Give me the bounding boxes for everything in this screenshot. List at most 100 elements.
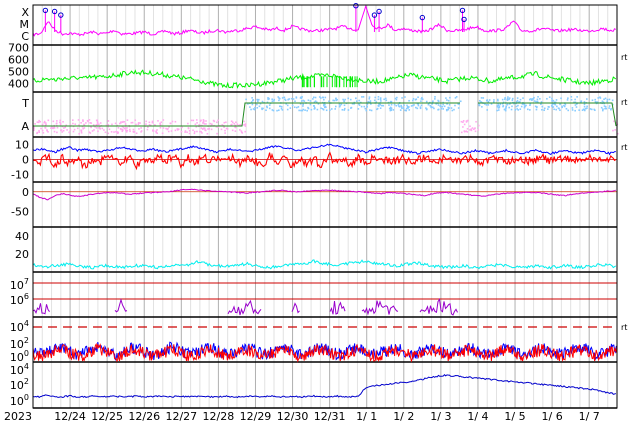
polarity-dot bbox=[522, 97, 524, 99]
y-tick-exponent: 0 bbox=[24, 349, 29, 358]
polarity-dot bbox=[122, 126, 125, 129]
polarity-dot bbox=[459, 100, 462, 103]
polarity-dot bbox=[394, 97, 397, 100]
polarity-dot bbox=[447, 99, 450, 102]
polarity-dot bbox=[408, 106, 410, 108]
y-tick-label: T bbox=[21, 97, 29, 110]
polarity-dot bbox=[300, 109, 302, 112]
polarity-dot bbox=[583, 103, 586, 106]
polarity-dot bbox=[413, 104, 415, 106]
polarity-dot bbox=[52, 127, 55, 130]
polarity-dot bbox=[168, 126, 170, 128]
polarity-dot bbox=[603, 105, 606, 107]
time-tick-label: 12/27 bbox=[165, 410, 197, 423]
polarity-dot bbox=[586, 98, 588, 100]
polarity-dot bbox=[412, 97, 415, 100]
polarity-dot bbox=[146, 128, 149, 131]
polarity-dot bbox=[552, 102, 555, 105]
dst-line bbox=[32, 188, 616, 201]
polarity-dot bbox=[299, 102, 302, 105]
polarity-dot bbox=[131, 121, 134, 124]
polarity-dot bbox=[96, 123, 99, 126]
polarity-dot bbox=[122, 120, 124, 123]
polarity-dot bbox=[490, 103, 493, 105]
polarity-dot bbox=[90, 122, 93, 124]
polarity-dot bbox=[119, 122, 122, 124]
polarity-dot bbox=[477, 124, 480, 127]
polarity-dot bbox=[240, 124, 242, 126]
y-tick-label: 104 bbox=[10, 362, 29, 377]
polarity-dot bbox=[412, 99, 414, 102]
time-tick-label: 12/31 bbox=[314, 410, 346, 423]
polarity-dot bbox=[243, 124, 245, 126]
polarity-dot bbox=[318, 96, 321, 98]
flare-marker bbox=[371, 12, 378, 18]
polarity-dot bbox=[377, 104, 380, 107]
polarity-dot bbox=[78, 132, 80, 135]
polarity-dot bbox=[279, 105, 282, 108]
polarity-dot bbox=[366, 105, 368, 108]
polarity-dot bbox=[188, 130, 191, 132]
flare-marker bbox=[42, 7, 49, 14]
polarity-dot bbox=[559, 103, 561, 106]
polarity-dot bbox=[177, 128, 180, 130]
polarity-dot bbox=[417, 96, 419, 99]
polarity-dot bbox=[543, 109, 545, 112]
polarity-dot bbox=[432, 106, 434, 109]
polarity-dot bbox=[217, 126, 220, 128]
polarity-dot bbox=[501, 98, 504, 101]
polarity-dot bbox=[321, 108, 324, 110]
polarity-dot bbox=[390, 109, 393, 112]
polarity-dot bbox=[338, 103, 341, 105]
polarity-dot bbox=[470, 128, 473, 130]
polarity-dot bbox=[240, 130, 243, 132]
polarity-dot bbox=[455, 96, 458, 98]
y-tick-label: A bbox=[21, 120, 29, 133]
polarity-dot bbox=[196, 121, 198, 124]
polarity-dot bbox=[602, 108, 604, 111]
polarity-dot bbox=[497, 109, 500, 111]
polarity-dot bbox=[137, 122, 140, 124]
polarity-dot bbox=[156, 129, 158, 131]
polarity-dot bbox=[469, 129, 471, 131]
polarity-dot bbox=[184, 130, 187, 132]
polarity-dot bbox=[33, 129, 35, 131]
polarity-dot bbox=[206, 132, 209, 135]
panel-xray: XMC bbox=[20, 3, 618, 46]
polarity-dot bbox=[317, 103, 320, 105]
polarity-dot bbox=[531, 98, 534, 100]
polarity-dot bbox=[174, 129, 177, 132]
polarity-dot bbox=[515, 105, 518, 108]
polarity-dot bbox=[139, 122, 141, 124]
polarity-dot bbox=[216, 132, 218, 135]
polarity-dot bbox=[306, 109, 308, 112]
polarity-dot bbox=[503, 108, 506, 111]
polarity-dot bbox=[258, 105, 261, 108]
polarity-dot bbox=[215, 125, 218, 128]
polarity-dot bbox=[203, 127, 206, 130]
flare-marker bbox=[459, 7, 466, 14]
polarity-dot bbox=[314, 96, 317, 99]
polarity-dot bbox=[470, 129, 473, 132]
polarity-dot bbox=[169, 122, 172, 125]
polarity-dot bbox=[208, 127, 211, 130]
polarity-dot bbox=[574, 101, 577, 104]
polarity-dot bbox=[80, 121, 82, 124]
polarity-dot bbox=[285, 103, 288, 105]
time-tick-label: 12/29 bbox=[240, 410, 272, 423]
polarity-dot bbox=[450, 107, 453, 109]
polarity-dot bbox=[310, 108, 313, 111]
side-label: rt bbox=[621, 98, 627, 107]
polarity-dot bbox=[405, 107, 408, 110]
polarity-dot bbox=[523, 106, 526, 109]
polarity-dot bbox=[425, 107, 427, 109]
polarity-dot bbox=[231, 121, 234, 124]
polarity-dot bbox=[602, 101, 605, 104]
polarity-dot bbox=[504, 108, 507, 111]
polarity-dot bbox=[96, 121, 99, 124]
polarity-dot bbox=[385, 99, 388, 102]
polarity-dot bbox=[417, 103, 420, 105]
polarity-dot bbox=[271, 100, 274, 103]
polarity-dot bbox=[604, 97, 607, 100]
